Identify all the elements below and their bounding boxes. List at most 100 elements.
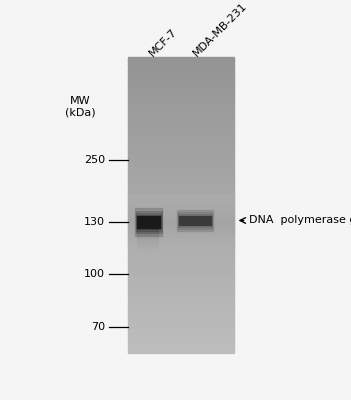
Bar: [128, 86, 234, 90]
Bar: [128, 196, 234, 198]
Text: 250: 250: [84, 156, 105, 166]
Text: DNA  polymerase gamma: DNA polymerase gamma: [249, 216, 351, 226]
Bar: [135, 211, 161, 234]
Bar: [128, 123, 234, 128]
Bar: [128, 244, 234, 246]
Bar: [128, 300, 234, 305]
Bar: [128, 308, 234, 312]
Bar: [128, 223, 234, 226]
Bar: [128, 242, 234, 246]
Bar: [128, 242, 234, 244]
Bar: [128, 227, 234, 230]
Bar: [128, 260, 234, 264]
Bar: [135, 208, 162, 236]
Bar: [128, 97, 234, 102]
Bar: [136, 213, 161, 231]
Bar: [128, 138, 234, 142]
Bar: [128, 190, 234, 194]
Bar: [128, 218, 234, 220]
Bar: [128, 142, 234, 146]
Bar: [128, 349, 234, 353]
Bar: [128, 199, 234, 202]
Bar: [128, 230, 234, 235]
Bar: [128, 256, 234, 260]
Bar: [128, 156, 234, 161]
Bar: [128, 334, 234, 338]
Text: MW
(kDa): MW (kDa): [65, 96, 96, 117]
Bar: [128, 149, 234, 153]
Bar: [128, 319, 234, 323]
Bar: [128, 72, 234, 76]
Bar: [128, 212, 234, 215]
Bar: [128, 245, 234, 250]
Bar: [128, 212, 234, 216]
Bar: [128, 208, 234, 212]
Bar: [128, 116, 234, 120]
Bar: [128, 304, 234, 308]
Bar: [128, 201, 234, 205]
Bar: [177, 210, 213, 231]
Bar: [128, 120, 234, 124]
Bar: [128, 134, 234, 138]
Bar: [128, 127, 234, 131]
Bar: [128, 236, 234, 239]
Bar: [128, 238, 234, 240]
Bar: [128, 57, 234, 61]
Bar: [137, 239, 158, 244]
Text: MDA-MB-231: MDA-MB-231: [191, 1, 249, 59]
Bar: [137, 234, 158, 240]
Bar: [128, 216, 234, 218]
Bar: [137, 243, 158, 249]
Bar: [128, 197, 234, 200]
Bar: [128, 315, 234, 320]
Bar: [137, 216, 160, 228]
Bar: [128, 182, 234, 186]
Bar: [128, 194, 234, 196]
Bar: [128, 178, 234, 183]
Bar: [128, 219, 234, 224]
Bar: [179, 216, 211, 225]
Bar: [128, 238, 234, 242]
Bar: [178, 214, 212, 227]
Bar: [128, 208, 234, 211]
Bar: [128, 220, 234, 222]
Bar: [128, 293, 234, 298]
Text: MCF-7: MCF-7: [147, 27, 179, 59]
Bar: [128, 145, 234, 150]
Bar: [128, 271, 234, 275]
Bar: [128, 326, 234, 331]
Bar: [128, 345, 234, 349]
Bar: [128, 341, 234, 346]
Bar: [128, 193, 234, 198]
Bar: [128, 222, 234, 224]
Text: 100: 100: [84, 269, 105, 279]
Bar: [128, 203, 234, 205]
Bar: [128, 164, 234, 168]
Bar: [128, 68, 234, 72]
Bar: [128, 282, 234, 286]
Bar: [128, 240, 234, 242]
Bar: [128, 168, 234, 172]
Text: 130: 130: [84, 217, 105, 227]
Bar: [128, 171, 234, 176]
Bar: [128, 186, 234, 190]
Bar: [178, 212, 212, 229]
Bar: [128, 231, 234, 233]
Bar: [128, 205, 234, 207]
Bar: [128, 79, 234, 83]
Bar: [128, 130, 234, 135]
Bar: [137, 228, 158, 233]
Bar: [128, 297, 234, 301]
Bar: [128, 330, 234, 334]
Bar: [137, 241, 158, 246]
Bar: [128, 60, 234, 65]
Bar: [128, 247, 234, 250]
Bar: [128, 264, 234, 268]
Bar: [128, 160, 234, 164]
Bar: [128, 108, 234, 113]
Bar: [128, 223, 234, 227]
Bar: [128, 90, 234, 94]
Bar: [128, 210, 234, 213]
Bar: [128, 267, 234, 272]
Bar: [128, 207, 234, 209]
